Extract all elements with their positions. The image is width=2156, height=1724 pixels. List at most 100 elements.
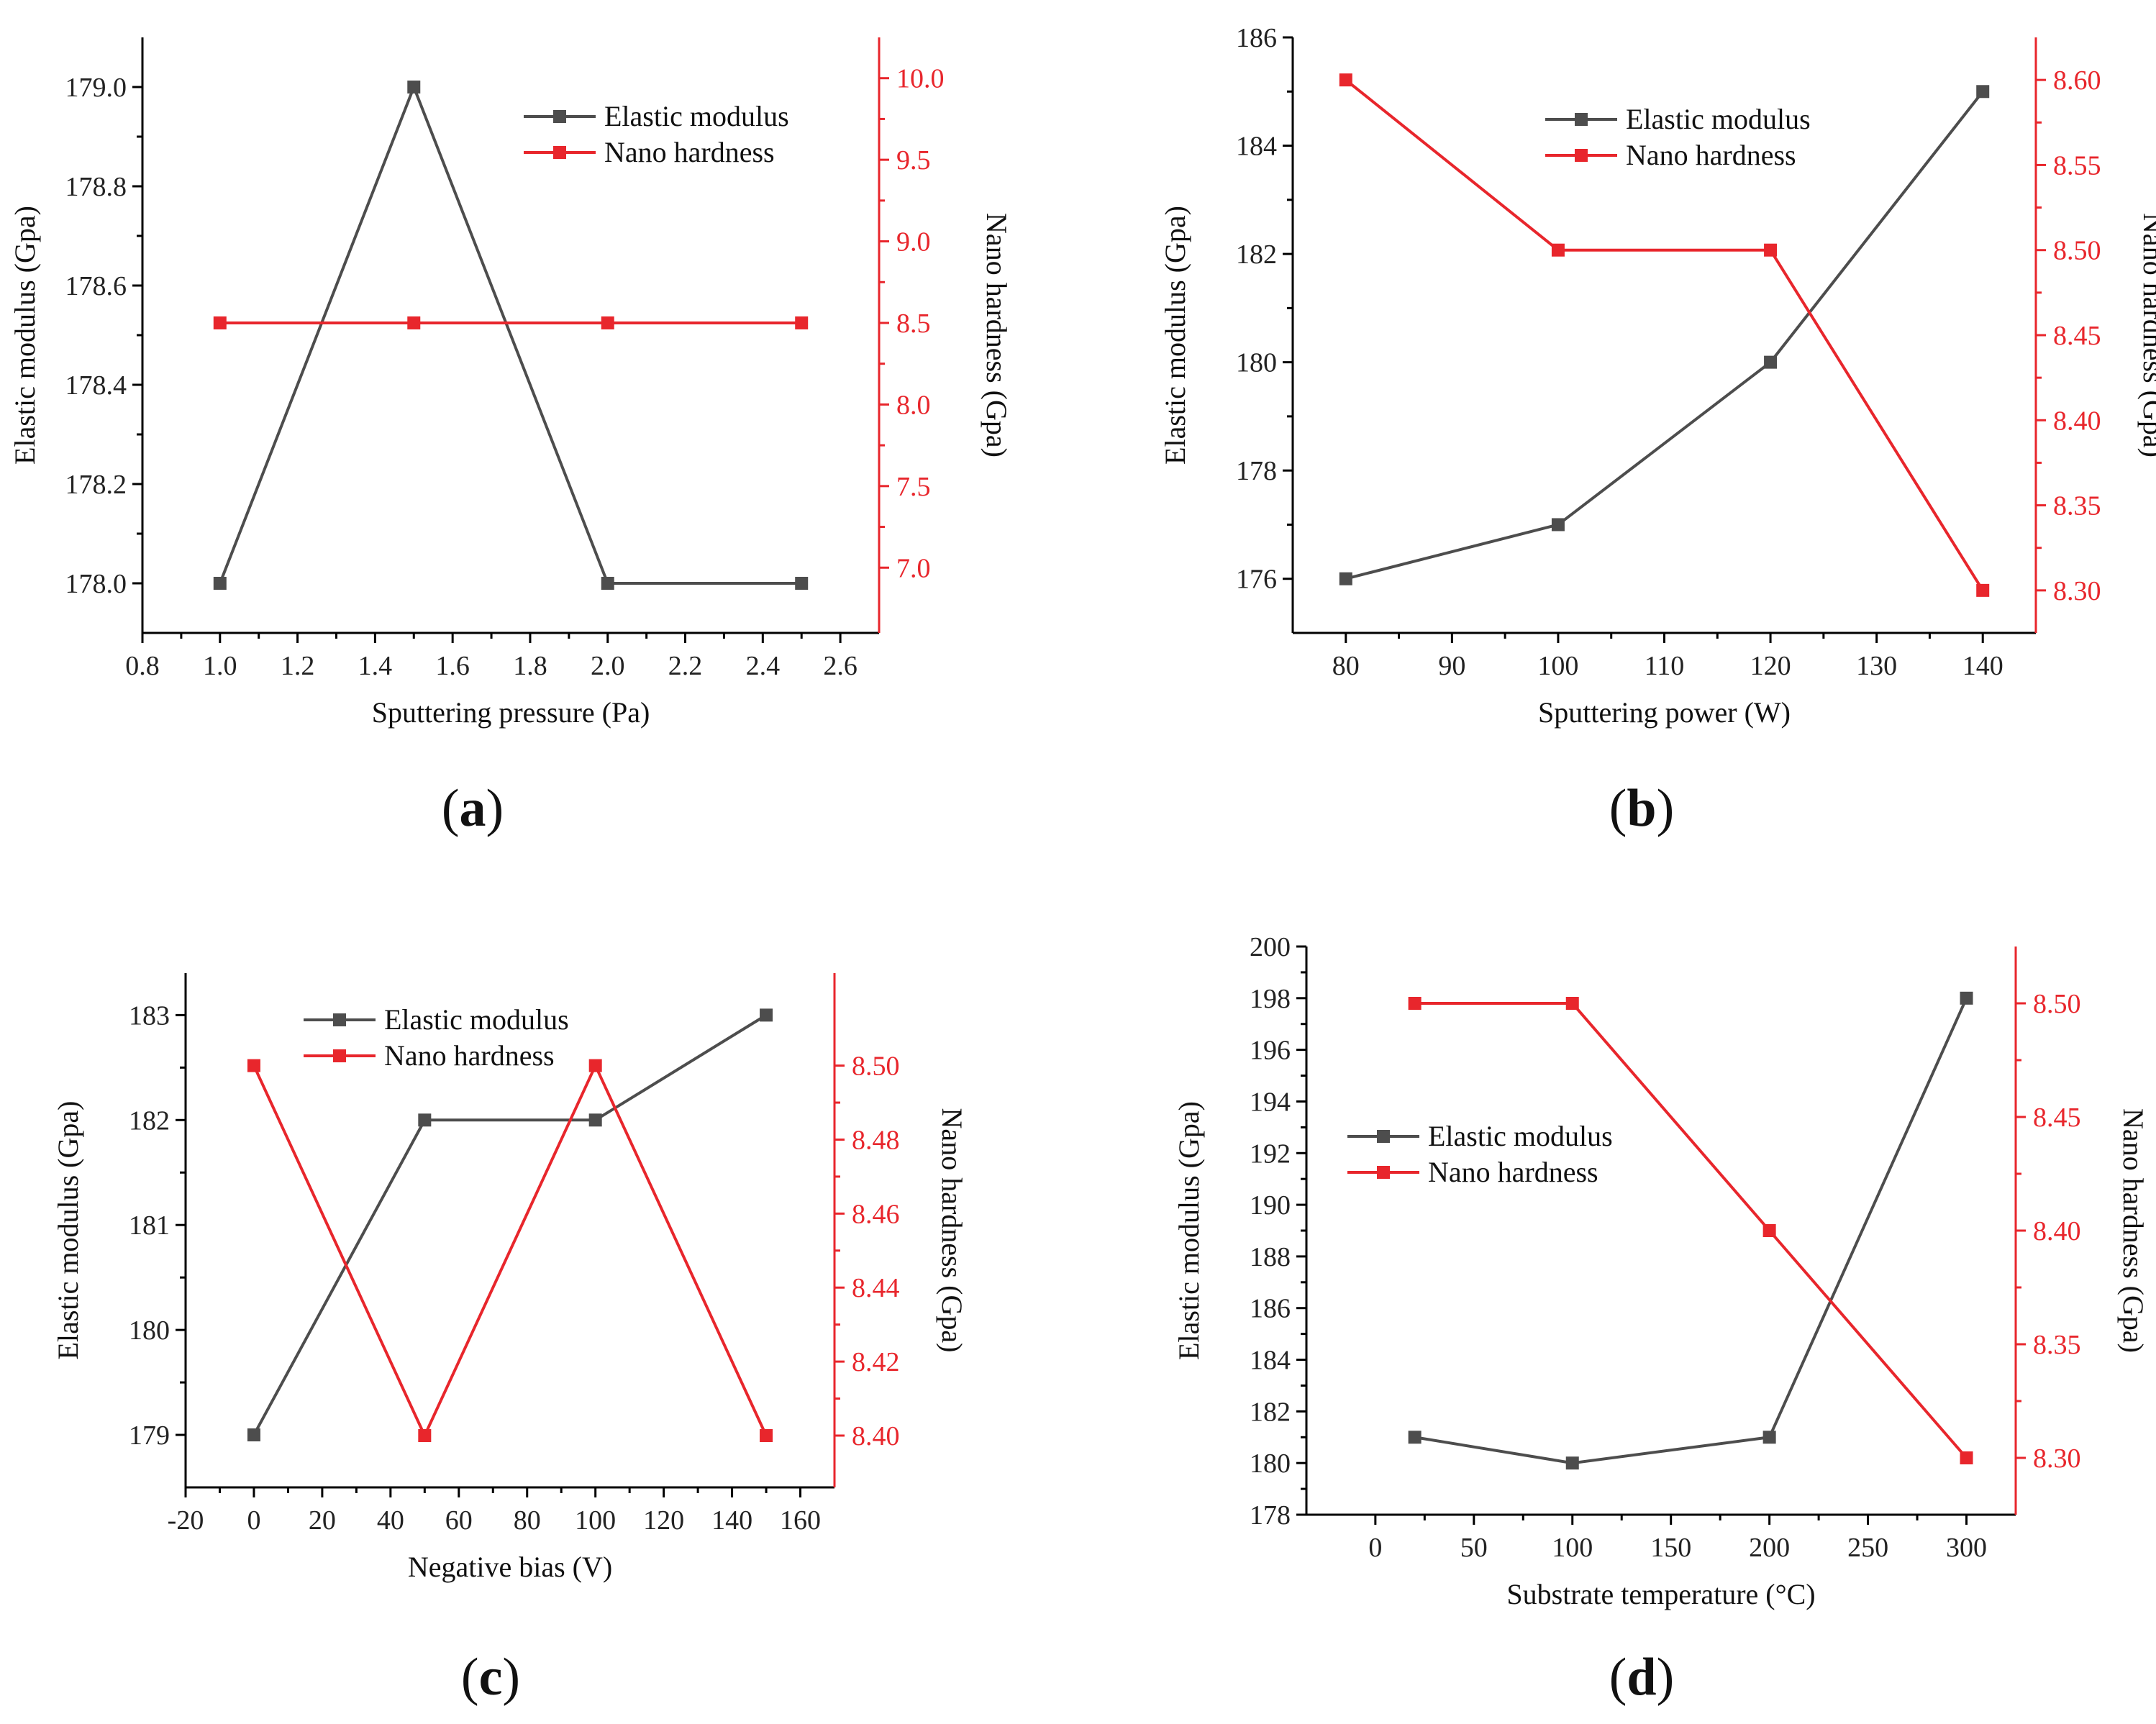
y2-tick-label: 7.0 <box>896 553 931 583</box>
x-tick-label: 60 <box>445 1505 473 1536</box>
y2-tick-label: 8.44 <box>852 1273 900 1303</box>
chart-panel-a: 0.8 1.0 1.2 1.4 1.6 1.8 2.0 2.2 2.4 2.6 178.0 178.2… <box>9 37 1013 838</box>
legend-label-elastic-modulus: Elastic modulus <box>1428 1120 1613 1152</box>
y-tick-label: 176 <box>1236 565 1277 595</box>
y-tick-label: 178 <box>1250 1500 1291 1531</box>
data-point-nano-hardness <box>1764 243 1778 257</box>
data-point-elastic-modulus <box>1960 991 1973 1005</box>
legend-marker-nano-hardness <box>1575 149 1588 162</box>
x-tick-label: 100 <box>1552 1533 1593 1563</box>
legend-marker-nano-hardness <box>333 1049 346 1062</box>
y-tick-label: 179.0 <box>65 73 127 103</box>
y-tick-label: 178.6 <box>65 271 127 301</box>
data-point-nano-hardness <box>213 316 227 329</box>
y2-tick-label: 8.30 <box>2033 1443 2081 1474</box>
y-axis-title: Elastic modulus (Gpa) <box>52 1101 84 1360</box>
data-point-nano-hardness <box>1565 997 1579 1010</box>
y-tick-label: 183 <box>129 1000 170 1031</box>
y-tick-label: 178.2 <box>65 470 127 500</box>
y2-tick-label: 8.0 <box>896 390 931 420</box>
x-tick-label: 1.8 <box>513 651 547 681</box>
panel-label-d: (d) <box>1609 1648 1674 1707</box>
series-line-nano-hardness <box>1414 1002 1968 1459</box>
x-tick-label: 2.6 <box>823 651 858 681</box>
y2-tick-label: 8.40 <box>852 1421 900 1451</box>
y-tick-label: 186 <box>1250 1294 1291 1324</box>
x-axis-title: Negative bias (V) <box>408 1551 612 1583</box>
panel-label-b: (b) <box>1609 779 1674 838</box>
legend-label-elastic-modulus: Elastic modulus <box>604 100 789 132</box>
x-tick-label: 0 <box>1368 1533 1382 1563</box>
y-tick-label: 180 <box>1250 1449 1291 1479</box>
x-tick-label: 140 <box>711 1505 752 1536</box>
data-point-elastic-modulus <box>1551 518 1565 532</box>
x-tick-label: 2.4 <box>746 651 781 681</box>
y2-axis-title: Nano hardness (Gpa) <box>2117 1108 2150 1353</box>
y2-tick-label: 10.0 <box>896 64 945 94</box>
y2-axis-title: Nano hardness (Gpa) <box>981 213 1013 457</box>
data-point-nano-hardness <box>407 316 421 329</box>
y2-tick-label: 8.5 <box>896 309 931 339</box>
x-tick-label: 40 <box>377 1505 404 1536</box>
x-tick-label: -20 <box>168 1505 204 1536</box>
x-tick-label: 0 <box>247 1505 260 1536</box>
x-tick-label: 110 <box>1645 651 1685 681</box>
panel-label-c: (c) <box>461 1648 520 1707</box>
x-tick-label: 150 <box>1650 1533 1691 1563</box>
y-tick-label: 182 <box>1250 1397 1291 1427</box>
legend-label-nano-hardness: Nano hardness <box>1428 1156 1598 1188</box>
chart-panel-c: -20 0 20 40 60 80 100 120 140 160 179 180 181 182 183 8… <box>52 973 968 1707</box>
legend-label-nano-hardness: Nano hardness <box>384 1039 555 1072</box>
y-tick-label: 184 <box>1236 132 1277 162</box>
data-point-elastic-modulus <box>1764 355 1778 369</box>
y-tick-label: 182 <box>129 1105 170 1136</box>
data-point-nano-hardness <box>1762 1224 1776 1237</box>
y2-tick-label: 9.0 <box>896 227 931 257</box>
x-axis-title: Sputtering pressure (Pa) <box>372 696 650 729</box>
y2-tick-label: 8.40 <box>2053 406 2101 436</box>
y2-tick-label: 8.42 <box>852 1347 900 1377</box>
data-point-elastic-modulus <box>601 577 614 590</box>
y-tick-label: 181 <box>129 1210 170 1241</box>
data-point-nano-hardness <box>760 1428 773 1442</box>
data-point-nano-hardness <box>1551 243 1565 257</box>
y2-tick-label: 8.50 <box>2053 236 2101 266</box>
x-tick-label: 1.0 <box>203 651 237 681</box>
x-tick-label: 100 <box>575 1505 616 1536</box>
x-tick-label: 120 <box>1750 651 1791 681</box>
x-tick-label: 20 <box>309 1505 336 1536</box>
y2-tick-label: 8.30 <box>2053 576 2101 606</box>
data-point-elastic-modulus <box>795 577 809 590</box>
x-tick-label: 90 <box>1438 651 1465 681</box>
panel-label-a: (a) <box>442 779 504 838</box>
y-axis-title: Elastic modulus (Gpa) <box>9 206 41 465</box>
legend-label-nano-hardness: Nano hardness <box>1626 139 1796 171</box>
data-point-nano-hardness <box>247 1059 260 1072</box>
x-tick-label: 80 <box>1332 651 1360 681</box>
x-tick-label: 200 <box>1749 1533 1790 1563</box>
y2-tick-label: 8.35 <box>2053 491 2101 521</box>
data-point-elastic-modulus <box>1408 1431 1422 1444</box>
legend-marker-elastic-modulus <box>1575 113 1588 126</box>
y-tick-label: 178.8 <box>65 172 127 202</box>
x-tick-label: 120 <box>643 1505 684 1536</box>
x-tick-label: 1.2 <box>281 651 315 681</box>
data-point-nano-hardness <box>588 1059 602 1072</box>
y-tick-label: 194 <box>1250 1087 1291 1117</box>
legend-label-elastic-modulus: Elastic modulus <box>384 1003 569 1036</box>
series-line-elastic-modulus <box>1345 91 1984 580</box>
legend-marker-elastic-modulus <box>333 1013 346 1026</box>
x-tick-label: 80 <box>514 1505 541 1536</box>
y2-tick-label: 8.50 <box>2033 989 2081 1019</box>
y2-tick-label: 8.35 <box>2033 1330 2081 1360</box>
legend-marker-elastic-modulus <box>1377 1130 1390 1143</box>
data-point-nano-hardness <box>418 1428 432 1442</box>
series-line-elastic-modulus <box>253 1013 768 1436</box>
x-tick-label: 50 <box>1460 1533 1488 1563</box>
data-point-nano-hardness <box>601 316 614 329</box>
data-point-elastic-modulus <box>1339 572 1352 585</box>
y-tick-label: 186 <box>1236 23 1277 53</box>
x-tick-label: 250 <box>1847 1533 1888 1563</box>
data-point-elastic-modulus <box>247 1428 260 1442</box>
